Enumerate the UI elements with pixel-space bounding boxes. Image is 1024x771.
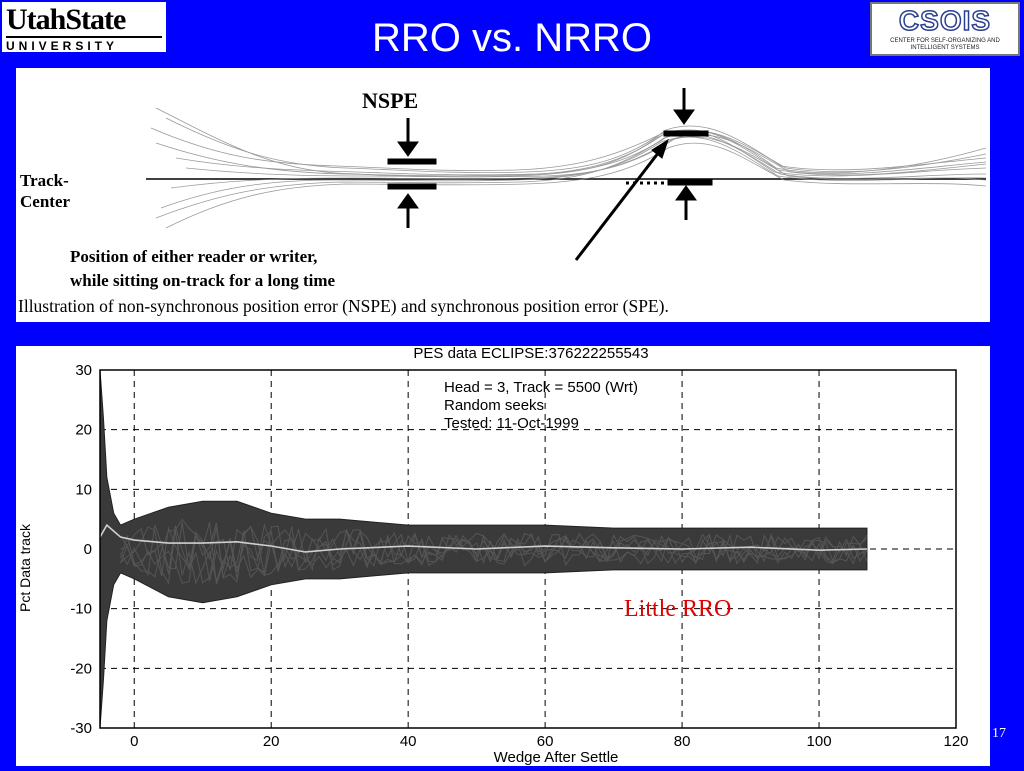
csois-logo: CSOIS CENTER FOR SELF-ORGANIZING AND INT…	[870, 2, 1020, 56]
y-axis-label: Pct Data track	[17, 523, 33, 612]
spe-markers	[626, 88, 713, 220]
x-tick-label: 60	[537, 733, 554, 750]
illustration-caption: Illustration of non-synchronous position…	[18, 296, 669, 316]
nspe-illustration: NSPE Track- Center Position	[16, 68, 990, 322]
track-label-line1: Track-	[20, 171, 69, 190]
csois-wordmark: CSOIS	[898, 5, 992, 37]
annotation-random-seeks: Random seeks	[444, 397, 544, 414]
y-tick-label: -30	[70, 720, 92, 737]
slide-title: RRO vs. NRRO	[372, 16, 652, 60]
nspe-markers	[387, 118, 437, 228]
y-tick-label: 0	[84, 541, 92, 558]
chart-title: PES data ECLIPSE:376222255543	[413, 346, 648, 362]
y-tick-label: -10	[70, 601, 92, 618]
y-tick-label: 10	[75, 481, 92, 498]
plot-frame	[99, 369, 957, 729]
pes-chart-svg: PES data ECLIPSE:376222255543 0 20 40 60 80 1…	[17, 345, 969, 766]
x-axis-label: Wedge After Settle	[494, 749, 619, 766]
x-tick-label: 20	[263, 733, 280, 750]
nrro-trace	[120, 525, 868, 582]
x-tick-label: 0	[130, 733, 138, 750]
chart-annotations: Head = 3, Track = 5500 (Wrt) Random seek…	[444, 379, 638, 432]
utah-state-logo: UtahState UNIVERSITY	[2, 2, 166, 53]
page-number: 17	[992, 726, 1006, 741]
little-rro-label: Little RRO	[624, 596, 731, 622]
illustration-svg: NSPE Track- Center Position	[18, 88, 987, 316]
annotation-tested-date: Tested: 11-Oct-1999	[444, 415, 579, 432]
spe-pointer-arrow	[574, 138, 669, 261]
x-tick-label: 120	[943, 733, 968, 750]
csois-subtitle: CENTER FOR SELF-ORGANIZING AND INTELLIGE…	[890, 38, 1000, 51]
position-description-line1: Position of either reader or writer,	[70, 247, 317, 266]
y-tick-label: 30	[75, 362, 92, 379]
x-tick-label: 100	[807, 733, 832, 750]
annotation-head-track: Head = 3, Track = 5500 (Wrt)	[444, 379, 638, 396]
position-description-line2: while sitting on-track for a long time	[70, 271, 336, 290]
chart-series	[99, 523, 867, 553]
x-tick-label: 80	[674, 733, 691, 750]
y-tick-label: 20	[75, 422, 92, 439]
x-tick-label: 40	[400, 733, 417, 750]
logo-wordmark: UtahState	[6, 3, 126, 36]
nspe-label: NSPE	[362, 88, 418, 113]
pes-chart: PES data ECLIPSE:376222255543 0 20 40 60 80 1…	[16, 345, 990, 766]
track-label-line2: Center	[20, 192, 70, 211]
logo-subtitle: UNIVERSITY	[6, 36, 162, 53]
rro-mean-line	[99, 523, 867, 553]
nrro-trace	[120, 529, 868, 585]
nrro-trace	[120, 525, 868, 584]
y-tick-label: -20	[70, 660, 92, 677]
chart-axes	[99, 369, 957, 729]
track-bundle	[150, 107, 987, 229]
